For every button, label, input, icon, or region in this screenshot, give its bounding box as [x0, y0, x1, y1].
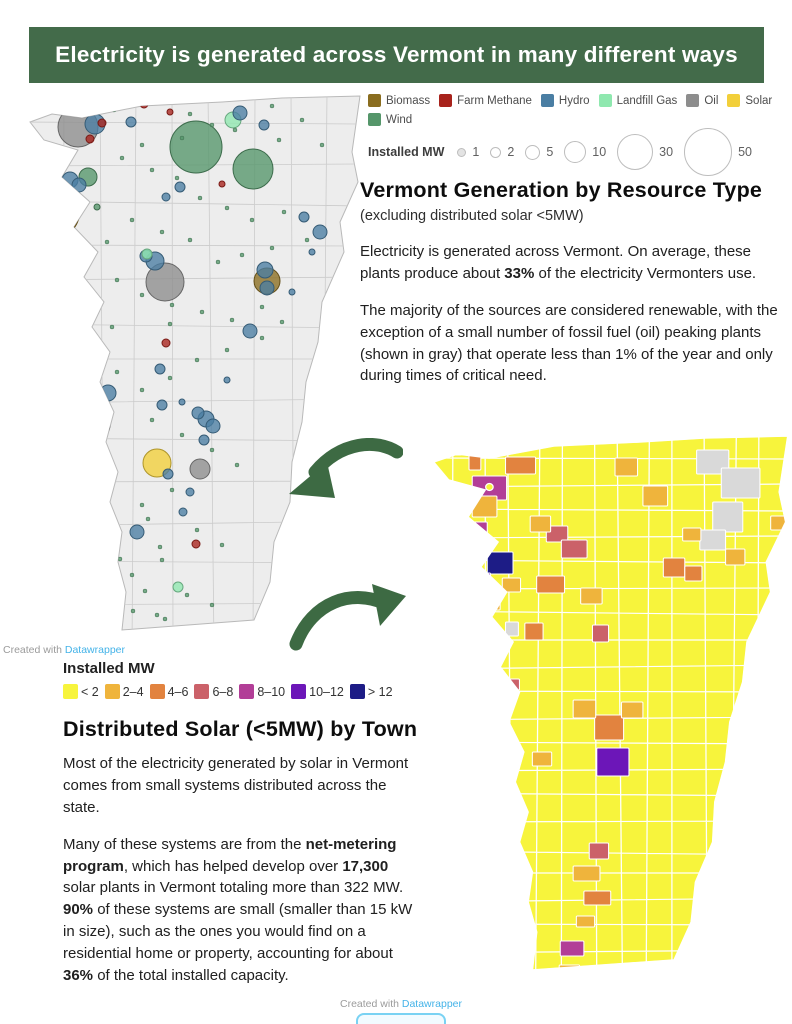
solar-legend-label: Installed MW [63, 660, 155, 677]
size-circle [617, 134, 654, 170]
bin-label: < 2 [81, 684, 99, 699]
generation-heading: Vermont Generation by Resource Type [360, 178, 763, 202]
biomass-swatch [368, 94, 381, 107]
size-legend-item-10: 10 [564, 141, 606, 163]
choropleth-attribution: Created with Datawrapper [340, 998, 462, 1010]
size-circle [564, 141, 587, 163]
bin-swatch [63, 684, 78, 699]
header-banner: Electricity is generated across Vermont … [29, 27, 764, 83]
size-value: 50 [738, 145, 752, 159]
legend-item-biomass: Biomass [368, 94, 430, 107]
size-legend-label: Installed MW [368, 145, 445, 159]
size-legend-item-1: 1 [457, 145, 479, 159]
size-circle [525, 144, 541, 160]
bin-label: 10–12 [309, 684, 344, 699]
legend-item-hydro: Hydro [540, 94, 590, 107]
solar-heading: Distributed Solar (<5MW) by Town [63, 717, 418, 741]
legend-item-landfill_gas: Landfill Gas [598, 94, 678, 107]
size-value: 1 [472, 145, 480, 159]
page-title: Electricity is generated across Vermont … [55, 42, 738, 67]
solar-bin-item-0: < 2 [63, 684, 99, 699]
bin-swatch [149, 684, 165, 699]
size-value: 10 [592, 145, 607, 159]
solar-bin-item-4: 8–10 [239, 684, 285, 699]
bin-swatch [291, 684, 307, 699]
solar-choropleth-map[interactable] [425, 432, 790, 988]
wind-swatch [368, 113, 381, 126]
solar-section: Installed MW < 2 2–4 4–6 6–8 8–10 10–12 > 12 D… [63, 660, 419, 987]
legend-label: Wind [386, 113, 413, 126]
legend-label: Hydro [558, 94, 590, 107]
datawrapper-link[interactable]: Datawrapper [401, 998, 462, 1010]
solar-bin-item-5: 10–12 [291, 684, 344, 699]
generation-bubble-map[interactable] [22, 92, 362, 648]
generation-subheading: (excluding distributed solar <5MW) [360, 208, 584, 224]
size-legend-item-2: 2 [490, 145, 514, 159]
generation-paragraph-1: Electricity is generated across Vermont.… [360, 243, 757, 282]
attribution-prefix: Created with [3, 644, 62, 656]
legend-label: Solar [745, 94, 773, 107]
bubble-map-attribution: Created with Datawrapper [3, 644, 125, 656]
bin-swatch [104, 684, 120, 699]
size-value: 5 [546, 145, 554, 159]
legend-label: Farm Methane [457, 94, 532, 107]
size-legend-item-50: 50 [684, 128, 752, 176]
size-circle [684, 128, 733, 176]
solar-bin-item-3: 6–8 [194, 684, 233, 699]
bin-swatch [349, 684, 365, 699]
legend-item-solar: Solar [727, 94, 772, 107]
solar-bin-item-2: 4–6 [149, 684, 189, 699]
bin-label: 4–6 [167, 684, 189, 699]
legend-item-oil: Oil [686, 94, 718, 107]
bin-swatch [239, 684, 255, 699]
generation-section: Vermont Generation by Resource Type (exc… [360, 178, 788, 387]
embed-button-partial[interactable] [356, 1013, 446, 1024]
size-legend-item-30: 30 [617, 134, 673, 170]
size-circle [490, 146, 502, 158]
bin-label: 6–8 [212, 684, 234, 699]
solar-bin-legend: < 2 2–4 4–6 6–8 8–10 10–12 > 12 [63, 684, 419, 699]
bin-label: > 12 [367, 684, 393, 699]
legend-label: Biomass [386, 94, 431, 107]
attribution-prefix: Created with [340, 998, 399, 1010]
bin-swatch [194, 684, 210, 699]
size-value: 30 [659, 145, 674, 159]
solar-swatch [727, 94, 741, 107]
farm_methane-swatch [439, 94, 453, 107]
resource-legend: Biomass Farm Methane Hydro Landfill Gas Oil S… [368, 94, 792, 126]
solar-bin-item-1: 2–4 [104, 684, 144, 699]
generation-paragraph-2: The majority of the sources are consider… [360, 301, 778, 385]
legend-label: Landfill Gas [616, 94, 678, 107]
size-legend-item-5: 5 [525, 144, 554, 160]
bin-label: 8–10 [257, 684, 286, 699]
size-value: 2 [507, 145, 515, 159]
solar-paragraph-2: Many of these systems are from the net-m… [63, 835, 413, 985]
legend-label: Oil [704, 94, 719, 107]
size-legend: Installed MW 1 2 5 10 30 50 [368, 126, 792, 178]
hydro-swatch [540, 94, 554, 107]
oil-swatch [686, 94, 700, 107]
landfill_gas-swatch [598, 94, 612, 107]
solar-bin-item-6: > 12 [349, 684, 393, 699]
datawrapper-link[interactable]: Datawrapper [64, 644, 125, 656]
solar-paragraph-1: Most of the electricity generated by sol… [63, 755, 409, 816]
legend-item-farm_methane: Farm Methane [439, 94, 532, 107]
size-circle [457, 147, 467, 157]
bin-label: 2–4 [122, 684, 144, 699]
legend-item-wind: Wind [368, 113, 412, 126]
